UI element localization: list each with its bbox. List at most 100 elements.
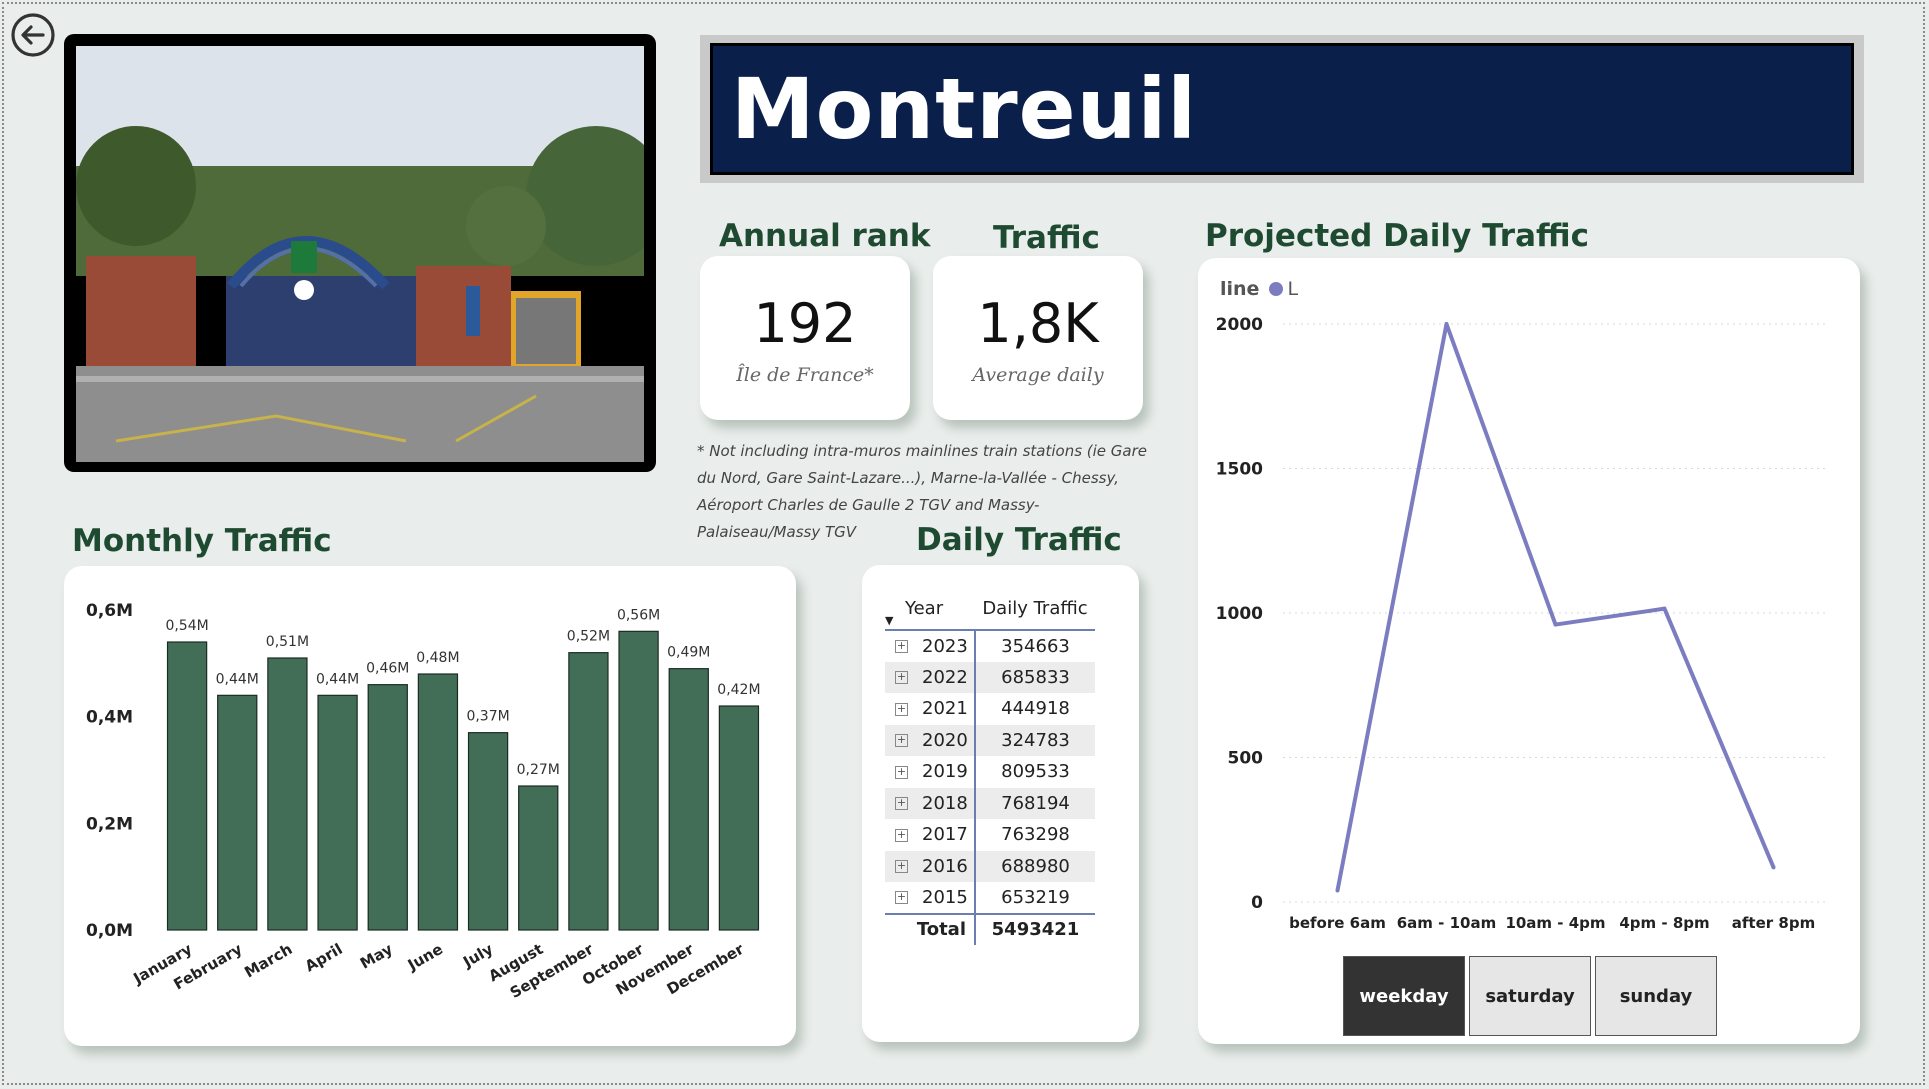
expand-icon[interactable]: +	[895, 890, 908, 905]
traffic-cell: 685833	[975, 661, 1095, 693]
station-title-banner: Montreuil	[700, 35, 1864, 183]
data-label: 0,49M	[667, 645, 710, 661]
data-point	[1553, 622, 1558, 627]
expand-icon[interactable]: +	[895, 764, 908, 779]
year-column-header[interactable]: ▼Year	[885, 588, 975, 631]
bar	[217, 694, 258, 931]
y-tick-label: 0,4M	[86, 708, 133, 728]
traffic-cell: 653219	[1001, 886, 1070, 908]
bar	[568, 652, 609, 931]
data-label: 0,44M	[216, 671, 259, 687]
data-label: 0,46M	[366, 661, 409, 677]
x-tick-label: 10am - 4pm	[1505, 914, 1605, 932]
year-cell: 2015	[922, 886, 968, 908]
table-row[interactable]: +2018 768194	[885, 787, 1095, 819]
data-label: 0,56M	[617, 607, 660, 623]
traffic-column-header[interactable]: Daily Traffic	[975, 588, 1095, 631]
year-cell: 2019	[922, 761, 968, 783]
year-cell: 2021	[922, 698, 968, 720]
y-tick-label: 500	[1228, 749, 1264, 769]
line-legend: line L	[1220, 278, 1298, 300]
annual-rank-card: 192 Île de France*	[700, 256, 910, 420]
traffic-cell: 324783	[975, 724, 1095, 756]
data-label: 0,48M	[416, 650, 459, 666]
y-tick-label: 0,6M	[86, 601, 133, 621]
station-photo	[64, 34, 656, 472]
table-row[interactable]: +2021 444918	[885, 693, 1095, 725]
daily-traffic-table: ▼Year Daily Traffic +2023 354663 +2022 6858…	[885, 588, 1095, 945]
table-row[interactable]: +2020 324783	[885, 724, 1095, 756]
data-label: 0,52M	[567, 629, 610, 645]
traffic-cell: 354663	[1001, 635, 1070, 657]
expand-icon[interactable]: +	[895, 827, 908, 842]
table-row[interactable]: +2015 653219	[885, 882, 1095, 914]
year-cell: 2022	[922, 666, 968, 688]
y-tick-label: 2000	[1216, 315, 1263, 335]
table-row[interactable]: +2019 809533	[885, 756, 1095, 788]
y-tick-label: 1000	[1216, 604, 1263, 624]
back-arrow-icon[interactable]	[10, 12, 56, 58]
traffic-cell: 763298	[1001, 824, 1070, 846]
bar	[166, 641, 208, 931]
data-label: 0,42M	[717, 682, 760, 698]
bar	[518, 785, 559, 931]
x-tick-label: before 6am	[1289, 914, 1386, 932]
traffic-title: Traffic	[993, 220, 1100, 256]
total-value: 5493421	[975, 912, 1095, 945]
daily-traffic-title: Daily Traffic	[916, 522, 1122, 558]
data-label: 0,51M	[266, 634, 309, 650]
bar	[317, 694, 358, 931]
bar	[467, 732, 509, 931]
x-tick-label: June	[404, 940, 446, 975]
expand-icon[interactable]: +	[895, 796, 908, 811]
x-tick-label: 6am - 10am	[1397, 914, 1497, 932]
expand-icon[interactable]: +	[895, 639, 908, 654]
projected-traffic-title: Projected Daily Traffic	[1205, 218, 1589, 254]
data-label: 0,44M	[316, 671, 359, 687]
toggle-weekday[interactable]: weekday	[1343, 956, 1465, 1036]
traffic-value: 1,8K	[977, 292, 1099, 355]
y-tick-label: 0,2M	[86, 814, 133, 834]
year-cell: 2023	[922, 635, 968, 657]
x-tick-label: May	[357, 940, 396, 973]
legend-dot-icon	[1269, 282, 1284, 296]
expand-icon[interactable]: +	[895, 701, 908, 716]
projected-traffic-chart: 0 500 1000 1500 2000 before 6am 6am - 10am 10am…	[1216, 315, 1828, 932]
expand-icon[interactable]: +	[895, 670, 908, 685]
table-row[interactable]: +2022 685833	[885, 661, 1095, 693]
data-point	[1335, 888, 1340, 893]
bar	[367, 684, 408, 931]
toggle-sunday[interactable]: sunday	[1595, 956, 1717, 1036]
station-name: Montreuil	[731, 60, 1198, 158]
year-cell: 2016	[922, 855, 968, 877]
year-cell: 2020	[922, 729, 968, 751]
y-tick-label: 0	[1251, 893, 1263, 913]
annual-rank-value: 192	[753, 292, 857, 355]
table-row[interactable]: +2017 763298	[885, 819, 1095, 851]
projected-traffic-card: 0 500 1000 1500 2000 before 6am 6am - 10am 10am…	[1198, 258, 1860, 1044]
monthly-traffic-card: 0,0M 0,2M 0,4M 0,6M 0,54M January 0,44M Februar…	[64, 566, 796, 1046]
bar	[668, 668, 709, 931]
table-row[interactable]: +2023 354663	[885, 630, 1095, 662]
x-tick-label: after 8pm	[1732, 914, 1815, 932]
y-tick-label: 0,0M	[86, 921, 133, 941]
table-row[interactable]: +2016 688980	[885, 850, 1095, 882]
annual-rank-subtitle: Île de France*	[736, 364, 874, 386]
expand-icon[interactable]: +	[895, 859, 908, 874]
traffic-card: 1,8K Average daily	[933, 256, 1143, 420]
footnote: * Not including intra-muros mainlines tr…	[697, 442, 1148, 541]
legend-item: L	[1287, 278, 1299, 300]
data-point	[1771, 865, 1776, 870]
annual-rank-title: Annual rank	[719, 218, 931, 254]
bar	[618, 630, 659, 931]
bar	[718, 705, 760, 931]
bar	[267, 657, 308, 931]
traffic-cell: 809533	[1001, 761, 1070, 783]
toggle-saturday[interactable]: saturday	[1469, 956, 1591, 1036]
total-label: Total	[885, 912, 976, 945]
traffic-cell: 688980	[975, 850, 1095, 882]
expand-icon[interactable]: +	[895, 733, 908, 748]
data-label: 0,37M	[466, 709, 509, 725]
x-tick-label: April	[302, 940, 346, 976]
